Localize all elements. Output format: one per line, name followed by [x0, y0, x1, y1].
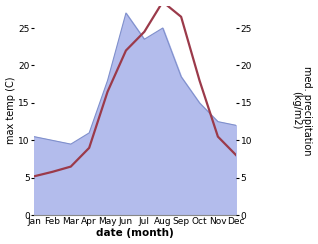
- Y-axis label: med. precipitation
(kg/m2): med. precipitation (kg/m2): [291, 66, 313, 155]
- X-axis label: date (month): date (month): [96, 228, 174, 238]
- Y-axis label: max temp (C): max temp (C): [5, 77, 16, 144]
